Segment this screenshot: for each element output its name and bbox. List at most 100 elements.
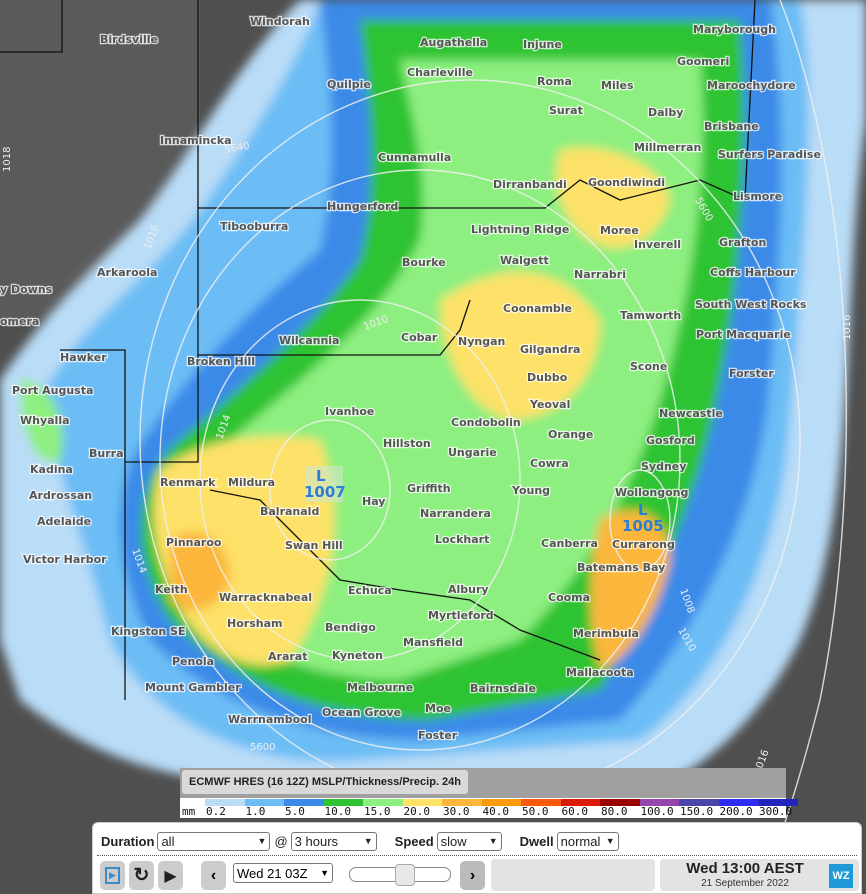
- place-label: Dubbo: [527, 371, 568, 384]
- place-label: Hungerford: [327, 200, 398, 213]
- place-label: Burra: [89, 447, 124, 460]
- legend-swatch: [481, 799, 521, 806]
- place-label: Sydney: [641, 460, 686, 473]
- place-label: Nyngan: [458, 335, 505, 348]
- duration-label: Duration: [101, 833, 155, 849]
- place-label: Maroochydore: [707, 79, 796, 92]
- legend-swatch: [284, 799, 324, 806]
- chevron-down-icon: ▼: [363, 836, 373, 846]
- place-label: Cunnamulla: [378, 151, 451, 164]
- place-label: Hillston: [383, 437, 431, 450]
- place-label: Kyneton: [332, 649, 383, 662]
- place-label: Windorah: [250, 15, 310, 28]
- place-label: Echuca: [348, 584, 392, 597]
- weatherzone-logo[interactable]: WZ: [829, 864, 853, 888]
- place-label: Lismore: [733, 190, 782, 203]
- legend-swatch: [521, 799, 561, 806]
- isobar-label: 5600: [250, 742, 275, 753]
- place-label: Brisbane: [704, 120, 759, 133]
- legend-title: ECMWF HRES (16 12Z) MSLP/Thickness/Preci…: [182, 770, 469, 794]
- interval-select[interactable]: 3 hours ▼: [290, 831, 377, 851]
- play-button[interactable]: ▶: [158, 861, 183, 890]
- place-label: Balranald: [260, 505, 319, 518]
- place-label: Albury: [448, 583, 489, 596]
- place-label: Wilcannia: [279, 334, 339, 347]
- frame-value: Wed 21 03Z: [237, 865, 308, 881]
- place-label: Warracknabeal: [219, 591, 312, 604]
- place-label: Penola: [172, 655, 214, 668]
- place-label: Canberra: [541, 537, 598, 550]
- place-label: Moree: [600, 224, 639, 237]
- place-label: Injune: [523, 38, 562, 51]
- legend-swatch: [323, 799, 363, 806]
- previous-frame-button[interactable]: ‹: [201, 861, 226, 890]
- place-label: y Downs: [0, 283, 53, 296]
- low-letter: L: [638, 501, 648, 519]
- place-label: Kadina: [30, 463, 73, 476]
- speed-select[interactable]: slow ▼: [436, 831, 502, 851]
- legend-tick: 300.0: [759, 805, 793, 818]
- frame-select[interactable]: Wed 21 03Z ▼: [233, 863, 333, 883]
- duration-select[interactable]: all ▼: [157, 831, 271, 851]
- place-label: Yeoval: [529, 398, 570, 411]
- place-label: Currarong: [612, 538, 675, 551]
- place-label: Victor Harbor: [23, 553, 107, 566]
- next-frame-button[interactable]: ›: [460, 861, 485, 890]
- low-letter: L: [316, 467, 326, 485]
- play-icon: ▶: [164, 867, 177, 885]
- place-label: Narrabri: [574, 268, 626, 281]
- slider-thumb[interactable]: [395, 864, 416, 886]
- place-label: Augathella: [420, 36, 487, 49]
- place-label: Hay: [362, 495, 385, 508]
- place-label: Moe: [425, 702, 451, 715]
- place-label: Bairnsdale: [470, 682, 536, 695]
- place-label: Mount Gambler: [145, 681, 241, 694]
- legend-swatch: [758, 799, 798, 806]
- place-label: Miles: [601, 79, 634, 92]
- chevron-down-icon: ▼: [257, 836, 267, 846]
- place-label: Scone: [630, 360, 667, 373]
- legend-swatch: [639, 799, 679, 806]
- place-label: Swan Hill: [285, 539, 343, 552]
- place-label: Bourke: [402, 256, 446, 269]
- place-label: Pinnaroo: [166, 536, 222, 549]
- place-label: Myrtleford: [428, 609, 494, 622]
- place-label: Newcastle: [659, 407, 723, 420]
- legend-tick: 20.0: [403, 805, 431, 818]
- place-label: Merimbula: [573, 627, 639, 640]
- film-mode-button[interactable]: ▶: [100, 861, 125, 890]
- place-label: Surfers Paradise: [718, 148, 821, 161]
- divider: [97, 855, 857, 856]
- dwell-select[interactable]: normal ▼: [556, 831, 619, 851]
- legend-tick: 0.2: [206, 805, 226, 818]
- isobar-label: 5640: [224, 141, 251, 156]
- legend-tick: 30.0: [443, 805, 470, 818]
- status-box: [491, 859, 655, 891]
- low-pressure-1007: L 1007: [304, 466, 346, 502]
- place-label: omera: [0, 315, 39, 328]
- isobar-label: 1018: [2, 147, 13, 172]
- place-label: Arkaroola: [97, 266, 157, 279]
- place-label: Birdsville: [100, 33, 158, 46]
- legend-tick: 100.0: [640, 805, 674, 818]
- place-label: Cooma: [548, 591, 590, 604]
- place-label: Lightning Ridge: [471, 223, 569, 236]
- duration-value: all: [161, 833, 175, 849]
- film-icon: ▶: [105, 867, 120, 884]
- place-label: Charleville: [407, 66, 473, 79]
- chevron-right-icon: ›: [469, 866, 476, 884]
- place-label: Ungarie: [448, 446, 497, 459]
- place-label: Cobar: [401, 331, 438, 344]
- place-label: Forster: [729, 367, 774, 380]
- loop-button[interactable]: ↻: [129, 861, 154, 890]
- legend-swatch: [442, 799, 482, 806]
- place-label: Surat: [549, 104, 583, 117]
- legend-swatch: [560, 799, 600, 806]
- place-label: Millmerran: [634, 141, 701, 154]
- place-label: Inverell: [634, 238, 681, 251]
- place-label: Maryborough: [693, 23, 776, 36]
- legend-tick: 200.0: [719, 805, 753, 818]
- place-label: Roma: [537, 75, 572, 88]
- time-slider[interactable]: [349, 864, 451, 886]
